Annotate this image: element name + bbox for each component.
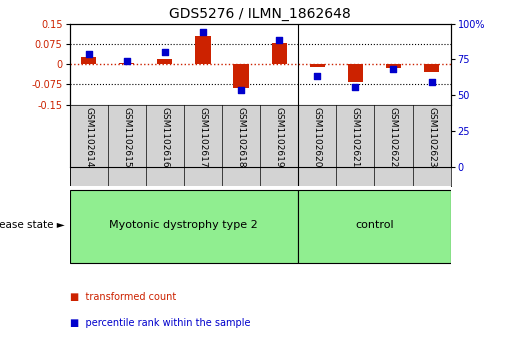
Point xyxy=(161,71,169,77)
Point xyxy=(199,35,207,41)
Text: disease state ►: disease state ► xyxy=(0,220,64,230)
Point xyxy=(313,114,321,119)
Bar xyxy=(233,95,249,138)
Bar xyxy=(195,45,211,95)
Point xyxy=(84,75,93,81)
Bar xyxy=(271,58,287,95)
Text: GSM1102614: GSM1102614 xyxy=(84,107,93,168)
Bar xyxy=(298,190,451,263)
Bar xyxy=(386,95,401,102)
Text: ■  percentile rank within the sample: ■ percentile rank within the sample xyxy=(70,318,250,328)
Point xyxy=(427,124,436,130)
Text: GSM1102623: GSM1102623 xyxy=(427,107,436,168)
Bar xyxy=(348,95,363,126)
Text: GSM1102622: GSM1102622 xyxy=(389,107,398,167)
Title: GDS5276 / ILMN_1862648: GDS5276 / ILMN_1862648 xyxy=(169,7,351,21)
Bar xyxy=(424,95,439,109)
Point xyxy=(237,138,245,144)
Text: GSM1102616: GSM1102616 xyxy=(160,107,169,168)
Bar xyxy=(157,86,173,95)
Bar xyxy=(81,83,96,95)
Text: GSM1102618: GSM1102618 xyxy=(236,107,246,168)
Text: GSM1102621: GSM1102621 xyxy=(351,107,360,168)
Point xyxy=(123,86,131,92)
Text: GSM1102619: GSM1102619 xyxy=(274,107,284,168)
Point xyxy=(389,101,398,107)
Point xyxy=(351,132,359,138)
Bar xyxy=(310,95,325,100)
Text: ■  transformed count: ■ transformed count xyxy=(70,292,176,302)
Text: Myotonic dystrophy type 2: Myotonic dystrophy type 2 xyxy=(110,220,258,230)
Text: GSM1102617: GSM1102617 xyxy=(198,107,208,168)
Text: GSM1102615: GSM1102615 xyxy=(122,107,131,168)
Bar xyxy=(119,93,134,95)
Text: control: control xyxy=(355,220,394,230)
Bar xyxy=(70,190,298,263)
Text: GSM1102620: GSM1102620 xyxy=(313,107,322,168)
Point xyxy=(275,49,283,55)
